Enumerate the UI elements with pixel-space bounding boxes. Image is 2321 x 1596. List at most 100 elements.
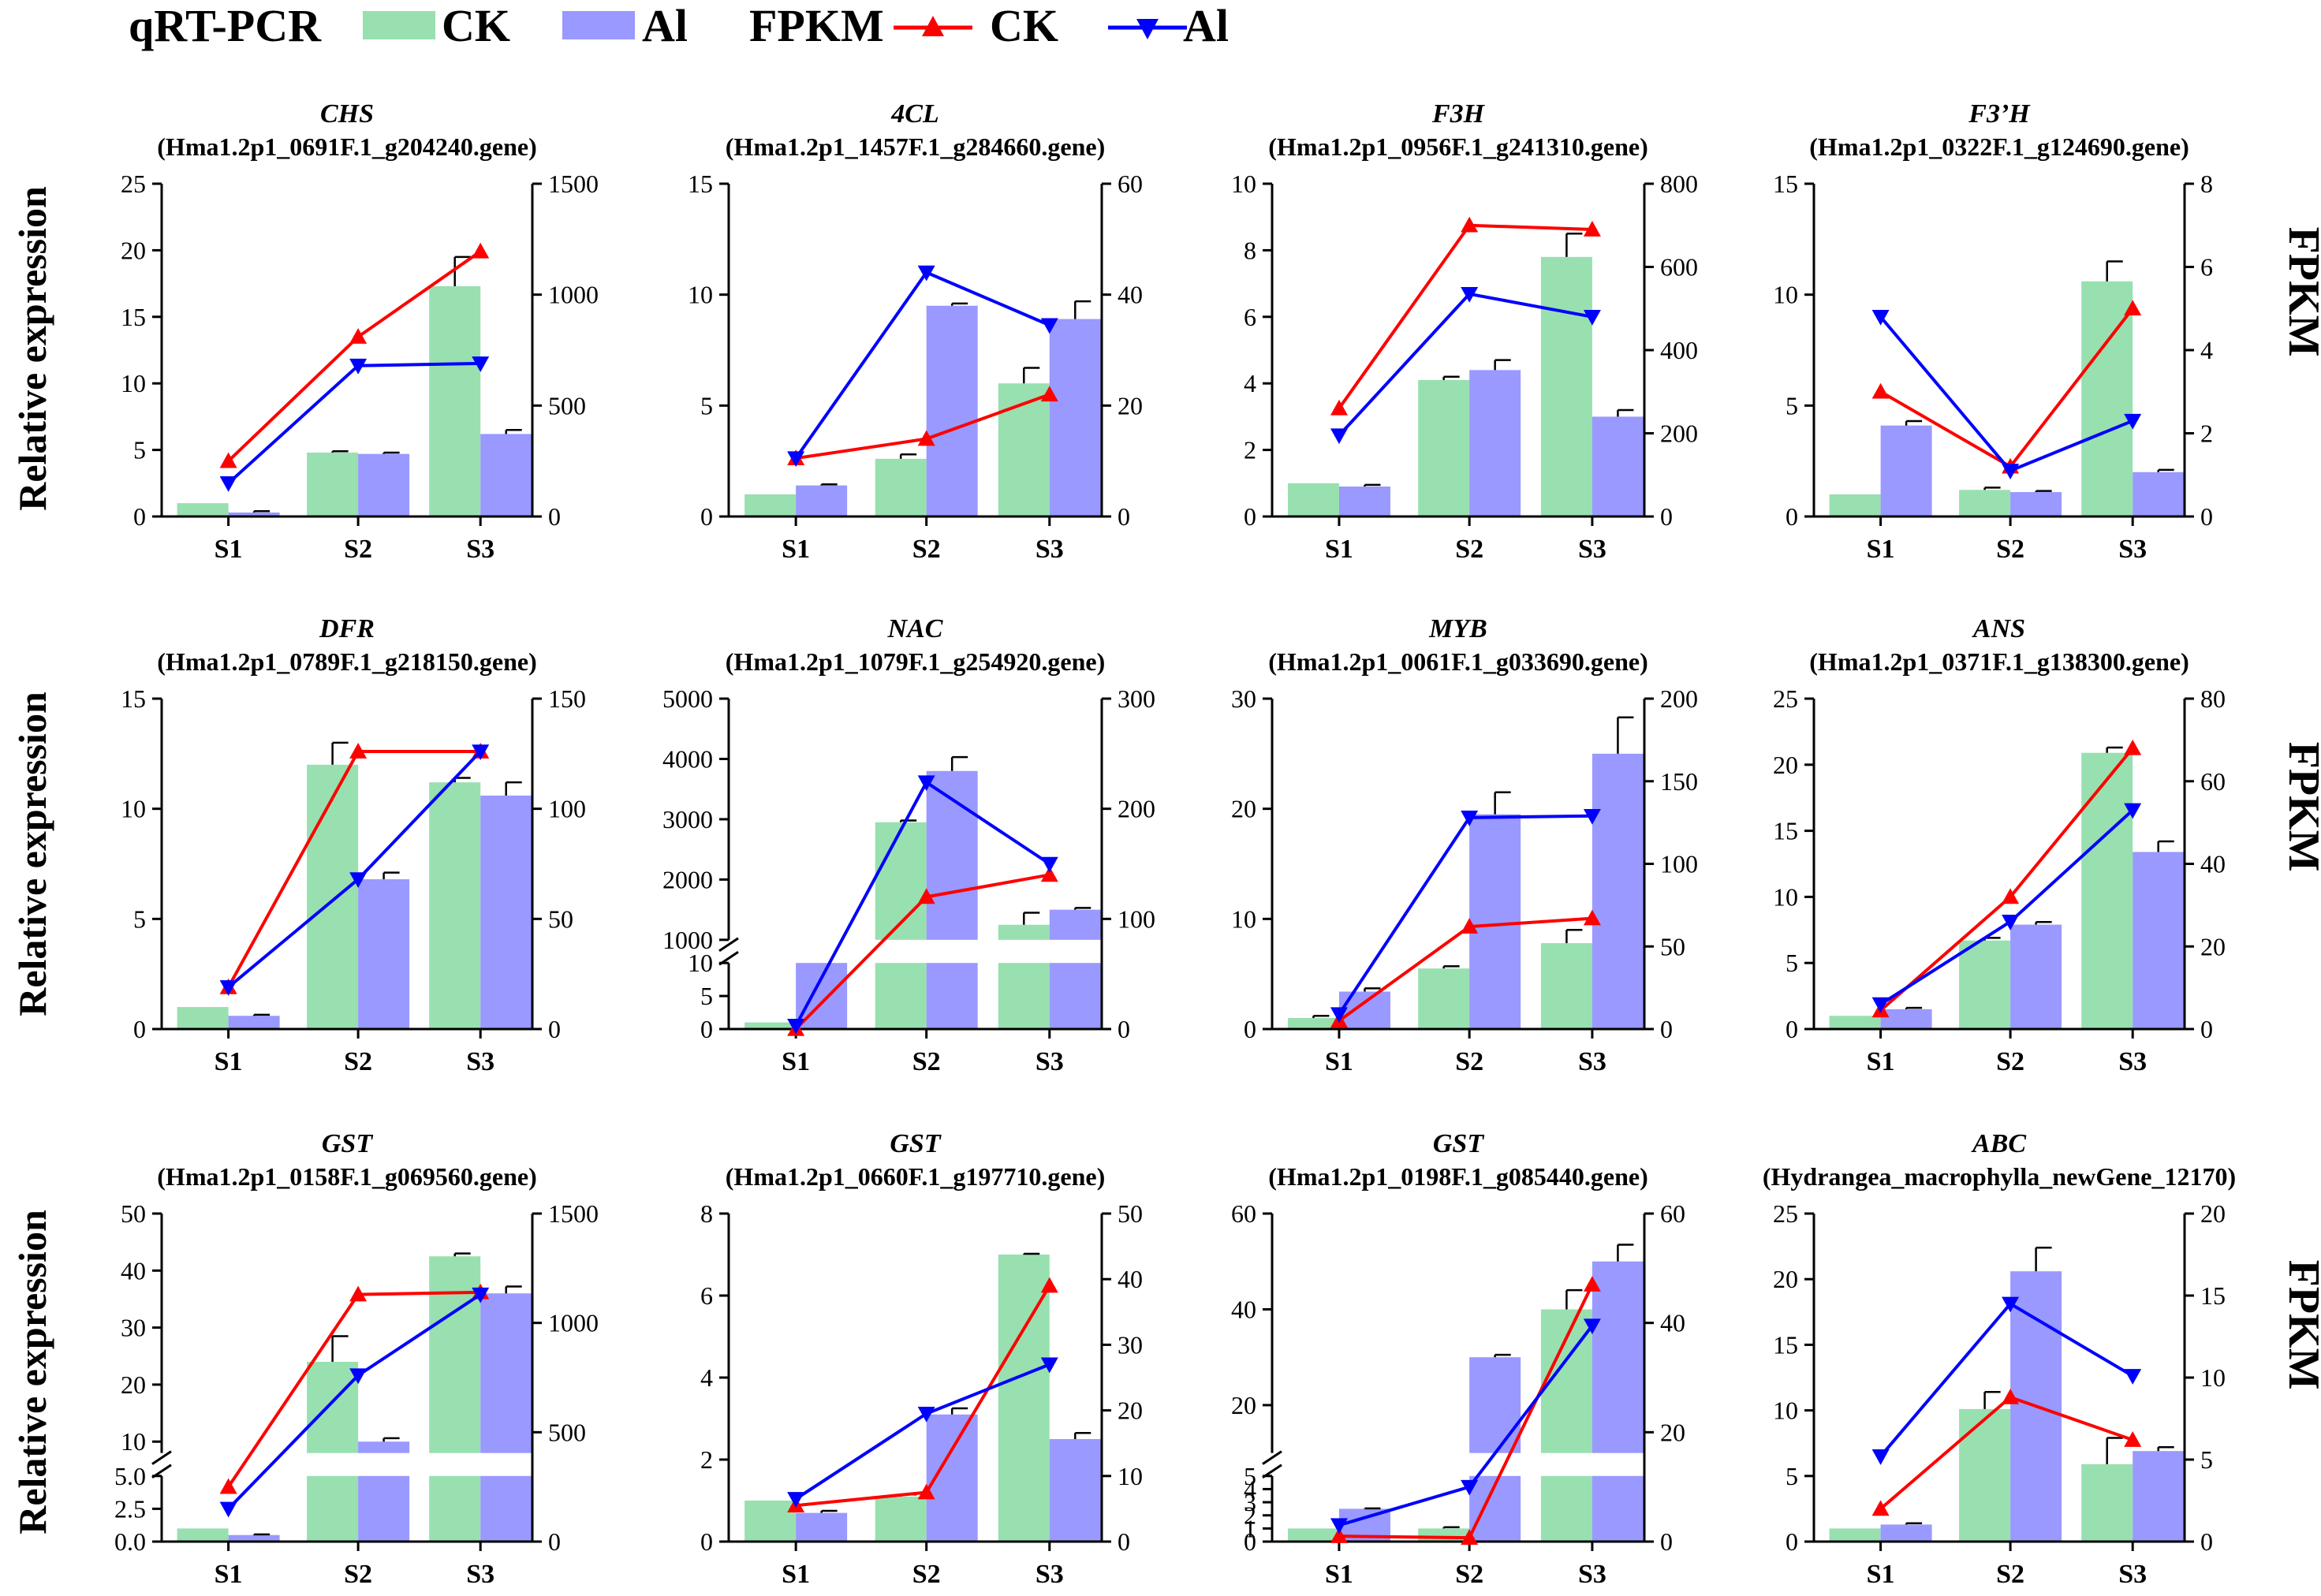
right-tick-label: 4 (2200, 336, 2213, 364)
ck-fpkm-point-S3 (472, 242, 490, 259)
right-tick-label: 150 (1660, 767, 1698, 796)
right-tick-label: 60 (1118, 170, 1143, 198)
ck-fpkm-point-S2 (2002, 1388, 2020, 1404)
left-tick-label: 25 (1773, 684, 1798, 713)
al-bar-S3 (480, 795, 532, 1029)
ck-bar-S1 (1829, 1016, 1881, 1029)
right-tick-label: 500 (548, 1418, 586, 1446)
right-tick-label: 20 (2200, 932, 2226, 960)
left-tick-label: 10 (688, 281, 713, 309)
al-bar-S3-lower (1049, 963, 1101, 1029)
ck-bar-S3 (429, 285, 481, 516)
x-tick-label: S2 (912, 1047, 941, 1076)
ck-fpkm-point-S3 (2124, 739, 2142, 755)
right-tick-label: 200 (1118, 795, 1155, 823)
x-tick-label: S2 (1455, 1560, 1483, 1589)
right-tick-label: 0 (548, 1015, 561, 1043)
x-tick-label: S3 (1578, 535, 1606, 564)
chart-panel-7: MYB (Hma1.2p1_0061F.1_g033690.gene) 0 10 20 3… (1231, 614, 1698, 1076)
al-fpkm-point-S1 (219, 476, 237, 492)
ck-bar-S3-lower (429, 1475, 481, 1542)
left-tick-label: 0 (1244, 502, 1256, 531)
left-tick-label: 1000 (662, 926, 713, 954)
left-tick-label: 0 (1786, 1527, 1798, 1556)
left-tick-label: 15 (688, 170, 713, 198)
gene-id: (Hma1.2p1_0198F.1_g085440.gene) (1268, 1162, 1647, 1191)
left-axis-label-row3: Relative expression (10, 1210, 54, 1534)
right-tick-label: 200 (1660, 684, 1698, 713)
right-tick-label: 1000 (548, 1309, 599, 1337)
ck-bar-S3-lower (1540, 1475, 1592, 1542)
left-tick-label: 2 (700, 1445, 713, 1474)
al-bar-S3 (1591, 1261, 1644, 1453)
left-tick-label: 5 (1786, 391, 1798, 420)
left-tick-label: 0 (1786, 1015, 1798, 1043)
legend-al-bar-swatch (562, 11, 635, 39)
gene-title: GST (322, 1129, 373, 1158)
al-fpkm-point-S2 (1461, 286, 1479, 303)
al-bar-S1 (796, 1512, 848, 1542)
right-axis-label-row3: FPKM (2279, 1260, 2321, 1390)
al-bar-S1 (1338, 991, 1390, 1029)
ck-fpkm-point-S2 (349, 743, 368, 759)
axis-break-gap (730, 941, 1100, 962)
right-tick-label: 15 (2200, 1281, 2226, 1310)
ck-bar-S1 (1829, 494, 1881, 516)
x-tick-label: S3 (2118, 1047, 2147, 1076)
al-fpkm-point-S2 (2002, 915, 2020, 930)
right-tick-label: 40 (1660, 1309, 1685, 1337)
left-tick-label: 15 (1773, 1330, 1798, 1359)
al-bar-S1 (796, 485, 848, 516)
x-tick-label: S3 (466, 1047, 494, 1076)
x-tick-label: S1 (1867, 1047, 1895, 1076)
right-tick-label: 0 (1118, 502, 1130, 531)
x-tick-label: S1 (782, 1560, 810, 1589)
al-bar-S1 (1880, 425, 1932, 516)
gene-title: CHS (320, 99, 374, 129)
gene-id: (Hma1.2p1_0322F.1_g124690.gene) (1809, 132, 2189, 161)
left-axis-label-row1: Relative expression (10, 186, 54, 511)
x-tick-label: S1 (1325, 535, 1353, 564)
gene-title: F3’H (1968, 99, 2031, 129)
ck-bar-S1 (1287, 483, 1339, 516)
ck-bar-S2 (1418, 379, 1470, 516)
left-tick-label: 30 (121, 1314, 146, 1342)
al-fpkm-point-S1 (219, 1501, 237, 1518)
right-tick-label: 0 (1118, 1015, 1130, 1043)
gene-title: 4CL (890, 99, 938, 129)
al-fpkm-point-S3 (472, 1287, 490, 1303)
right-tick-label: 400 (1660, 336, 1698, 364)
left-tick-label: 20 (1773, 751, 1798, 779)
ck-fpkm-point-S1 (219, 1478, 237, 1494)
legend-ck-line-label: CK (990, 0, 1058, 51)
al-bar-S3-lower (480, 1475, 532, 1542)
x-tick-label: S2 (1455, 535, 1483, 564)
left-tick-label: 5 (700, 982, 713, 1010)
right-tick-label: 1500 (548, 1199, 599, 1228)
right-tick-label: 0 (2200, 1527, 2213, 1556)
al-bar-S3 (480, 1293, 532, 1453)
axis-break-mark (718, 937, 739, 953)
right-tick-label: 100 (548, 795, 586, 823)
right-axis-label-row2: FPKM (2279, 742, 2321, 872)
al-fpkm-point-S3 (1040, 856, 1058, 873)
left-tick-label: 10 (121, 1427, 146, 1456)
al-fpkm-point-S1 (787, 1492, 805, 1508)
right-tick-label: 600 (1660, 253, 1698, 282)
left-tick-label: 20 (1231, 795, 1256, 823)
right-tick-label: 40 (2200, 850, 2226, 878)
left-tick-label: 0.0 (114, 1527, 146, 1556)
ck-fpkm-point-S3 (1040, 866, 1058, 882)
axis-break-gap (1274, 1454, 1643, 1475)
al-fpkm-point-S3 (2124, 803, 2142, 819)
left-tick-label: 0 (700, 502, 713, 531)
right-tick-label: 1500 (548, 170, 599, 198)
right-tick-label: 5 (2200, 1445, 2213, 1474)
ck-fpkm-point-S3 (1583, 909, 1601, 926)
al-bar-S3 (2133, 852, 2185, 1029)
x-tick-label: S3 (2118, 1560, 2147, 1589)
x-tick-label: S3 (1035, 1047, 1064, 1076)
left-tick-label: 15 (121, 303, 146, 331)
right-tick-label: 20 (2200, 1199, 2226, 1228)
chart-panel-8: ANS (Hma1.2p1_0371F.1_g138300.gene) 0 5 10 15… (1773, 614, 2226, 1076)
